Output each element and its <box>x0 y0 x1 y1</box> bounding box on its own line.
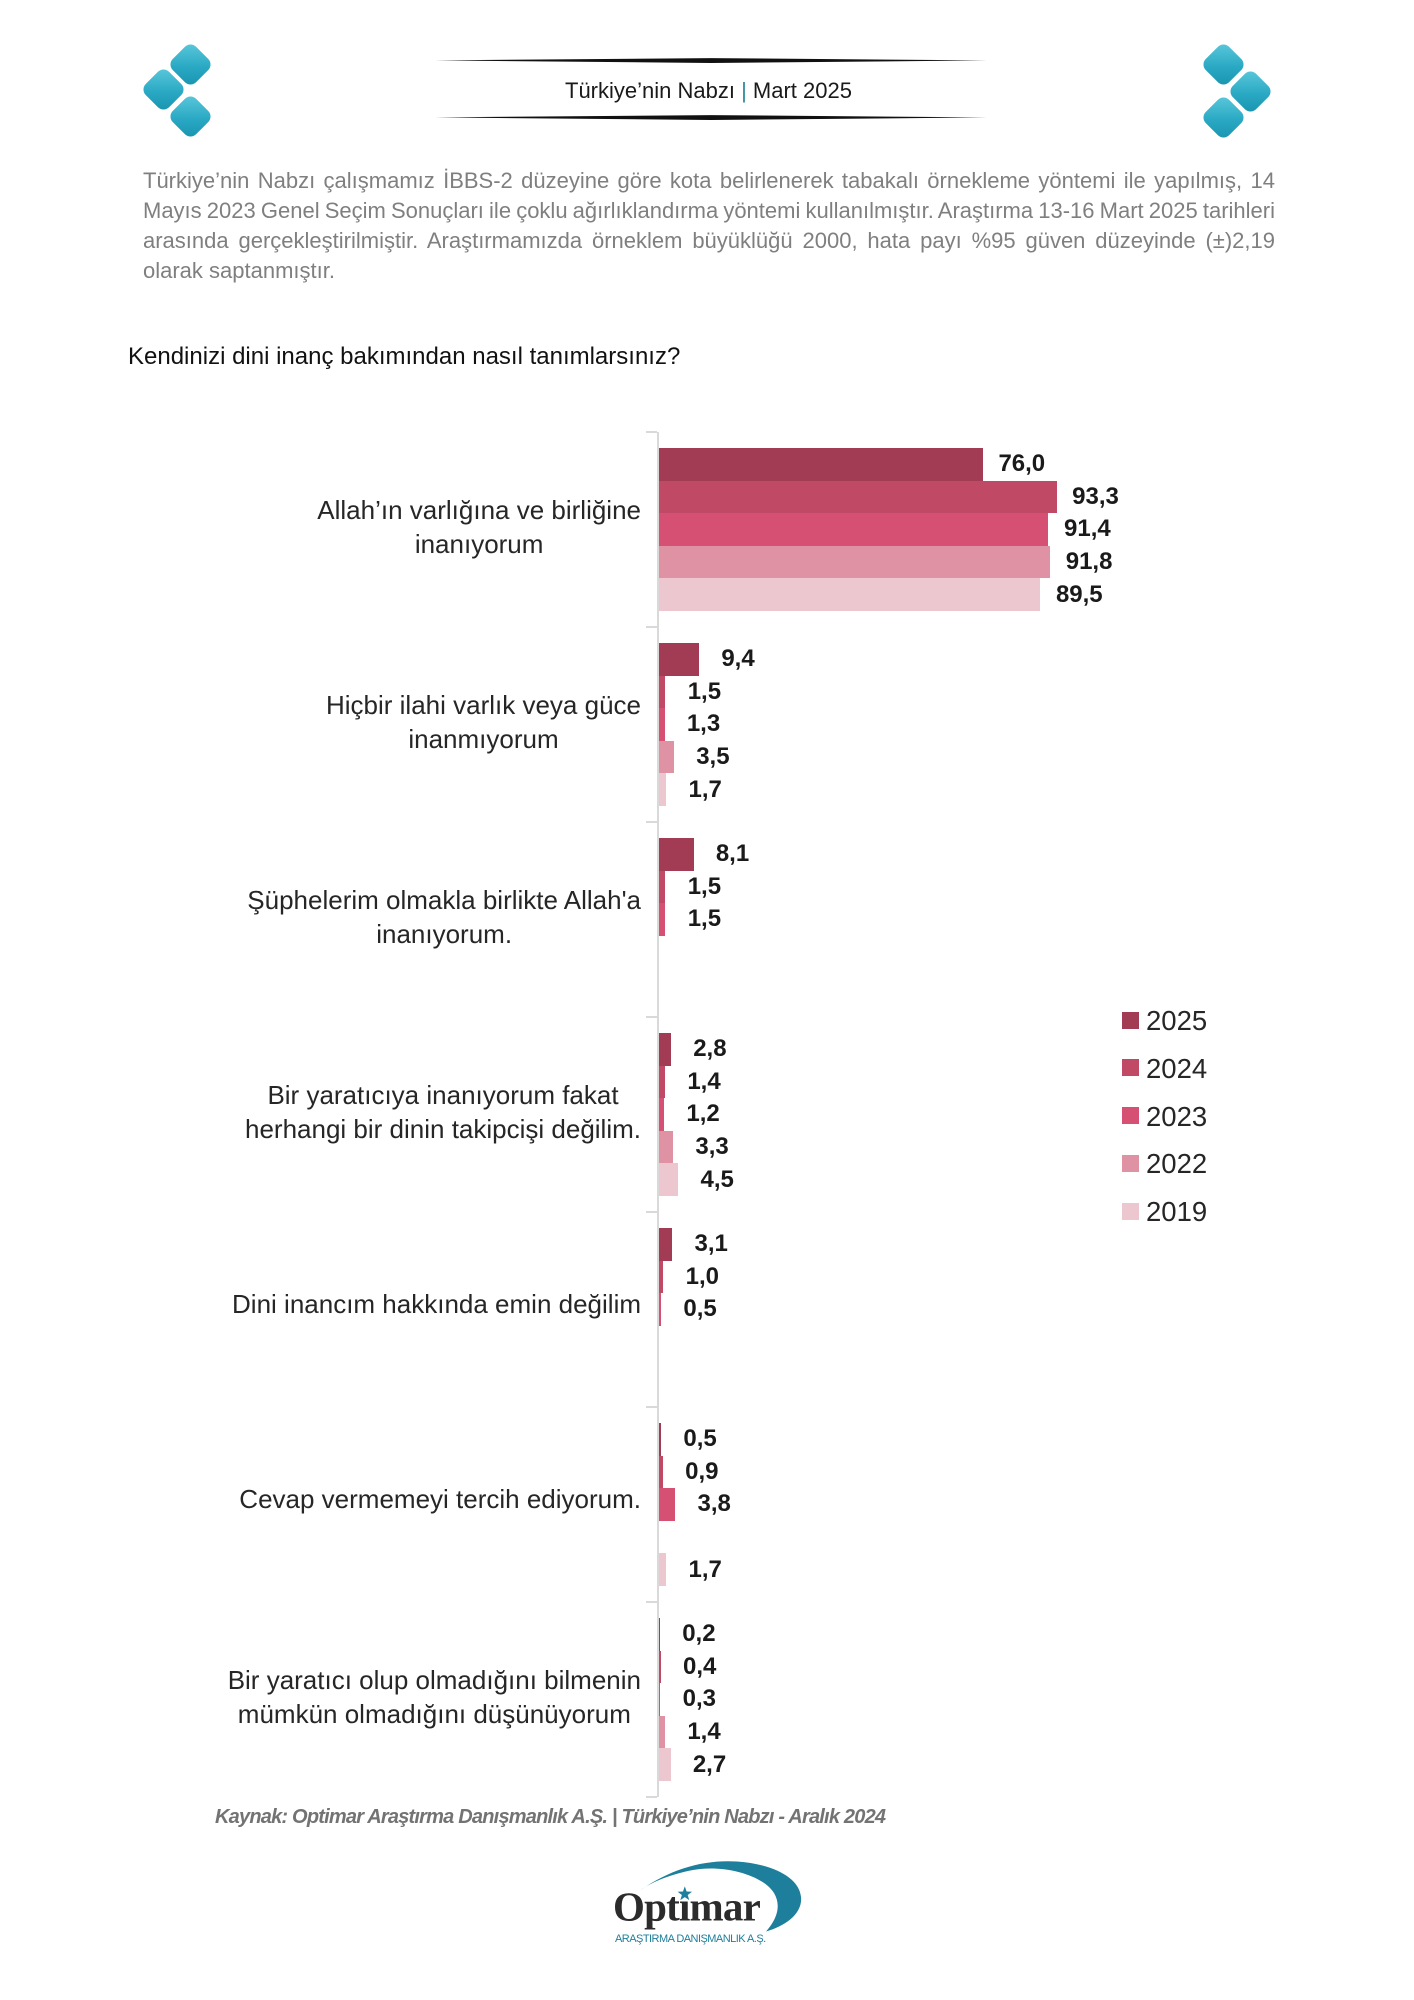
svg-text:ARAŞTIRMA DANIŞMANLIK A.Ş.: ARAŞTIRMA DANIŞMANLIK A.Ş. <box>615 1933 766 1945</box>
svg-text:Optımar: Optımar <box>613 1884 761 1930</box>
